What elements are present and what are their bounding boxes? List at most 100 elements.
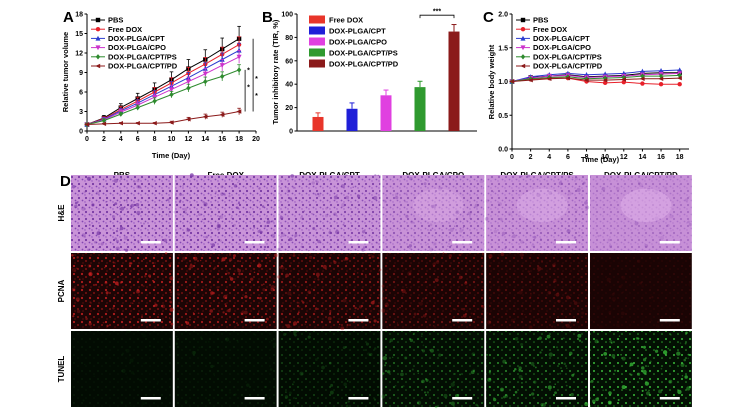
cell-spot (499, 217, 503, 221)
cell-spot (618, 285, 622, 289)
cell-spot (444, 193, 448, 196)
cell-spot (432, 324, 435, 327)
cell-spot (590, 379, 594, 383)
cell-spot (202, 218, 204, 221)
panel-a-series (84, 25, 242, 128)
legend-marker (520, 54, 526, 60)
cell-spot (219, 216, 221, 218)
cell-spot (224, 303, 227, 306)
cell-spot (197, 213, 202, 217)
cell-spot (295, 397, 297, 400)
cell-spot (614, 369, 617, 372)
cell-spot (220, 389, 224, 392)
cell-spot (315, 272, 320, 277)
cell-spot (387, 370, 391, 374)
cell-spot (568, 351, 573, 356)
scale-bar (244, 397, 265, 400)
data-point (546, 76, 552, 81)
cell-spot (572, 176, 574, 179)
x-tick-label: 0 (510, 154, 514, 161)
cell-spot (189, 263, 193, 266)
cell-spot (114, 281, 119, 286)
micrograph-pcna-dox-plga-cpo (381, 252, 485, 329)
cell-spot (223, 294, 228, 300)
cell-spot (123, 236, 128, 241)
micrograph-texture (278, 253, 381, 329)
data-point (621, 74, 626, 81)
cell-spot (527, 174, 531, 178)
pale-region (412, 188, 464, 223)
cell-spot (454, 225, 456, 227)
legend-entry: DOX-PLGA/CPO (516, 43, 591, 52)
cell-spot (220, 185, 224, 189)
series-line (86, 44, 240, 125)
legend-entry: DOX-PLGA/CPT/PS (91, 52, 177, 61)
cell-spot (576, 187, 581, 193)
micrograph-texture (278, 331, 381, 407)
data-point (509, 79, 515, 84)
cell-spot (192, 312, 195, 314)
cell-spot (409, 176, 413, 181)
cell-spot (120, 206, 125, 211)
cell-spot (345, 401, 348, 404)
x-tick-label: 2 (102, 136, 106, 143)
cell-spot (381, 284, 385, 288)
cell-spot (647, 365, 649, 367)
cell-spot (259, 296, 262, 300)
cell-spot (400, 372, 404, 377)
cell-spot (654, 328, 657, 330)
cell-spot (373, 347, 377, 350)
cell-spot (455, 210, 460, 215)
series-dox-plga-cpt-pd (84, 107, 242, 127)
cell-spot (449, 227, 454, 232)
cell-spot (90, 214, 93, 217)
cell-spot (454, 393, 459, 398)
cell-spot (688, 195, 690, 198)
cell-spot (182, 185, 184, 187)
cell-spot (209, 309, 214, 313)
cell-spot (328, 231, 332, 235)
cell-spot (119, 281, 123, 284)
cell-spot (413, 332, 415, 335)
cell-spot (510, 318, 515, 323)
cell-spot (481, 252, 485, 255)
cell-spot (270, 284, 275, 290)
x-tick-label: 10 (168, 136, 176, 143)
data-point (220, 73, 225, 80)
series-line (86, 38, 240, 125)
cell-spot (246, 383, 250, 387)
cell-spot (512, 234, 516, 239)
panel-c-x-ticks: 0 2 4 6 8 10 12 14 16 18 (510, 149, 684, 161)
bar-dox-plga-cpt-ps (414, 87, 426, 131)
cell-spot (214, 195, 216, 198)
cell-spot (528, 325, 533, 330)
cell-spot (456, 245, 458, 247)
cell-spot (72, 267, 77, 273)
panel-c-body-weight-chart: 0 2 4 6 8 10 12 14 16 18 0.0 0.5 1.0 1.5 2.0 Time (Da… (487, 12, 689, 164)
x-tick-label: 6 (136, 136, 140, 143)
data-point (658, 82, 664, 87)
cell-spot (175, 196, 179, 201)
legend-label: DOX-PLGA/CPT (533, 34, 590, 43)
cell-spot (270, 339, 273, 342)
cell-spot (425, 244, 427, 246)
cell-spot (137, 185, 141, 189)
cell-spot (303, 210, 305, 213)
cell-spot (198, 346, 201, 349)
cell-spot (492, 191, 495, 193)
micrograph-texture (486, 253, 588, 329)
panel-b-bars: *** (312, 9, 460, 131)
cell-spot (678, 184, 681, 186)
cell-spot (629, 214, 633, 218)
cell-spot (287, 291, 292, 296)
cell-spot (520, 240, 524, 244)
micrograph-tunel-dox-plga-cpt-ps (486, 331, 589, 407)
cell-spot (462, 307, 466, 311)
data-point (202, 114, 208, 119)
cell-spot (443, 393, 448, 398)
data-point (135, 104, 140, 111)
cell-spot (611, 354, 616, 358)
cell-spot (630, 321, 633, 323)
cell-spot (257, 311, 260, 313)
cell-spot (519, 252, 524, 257)
